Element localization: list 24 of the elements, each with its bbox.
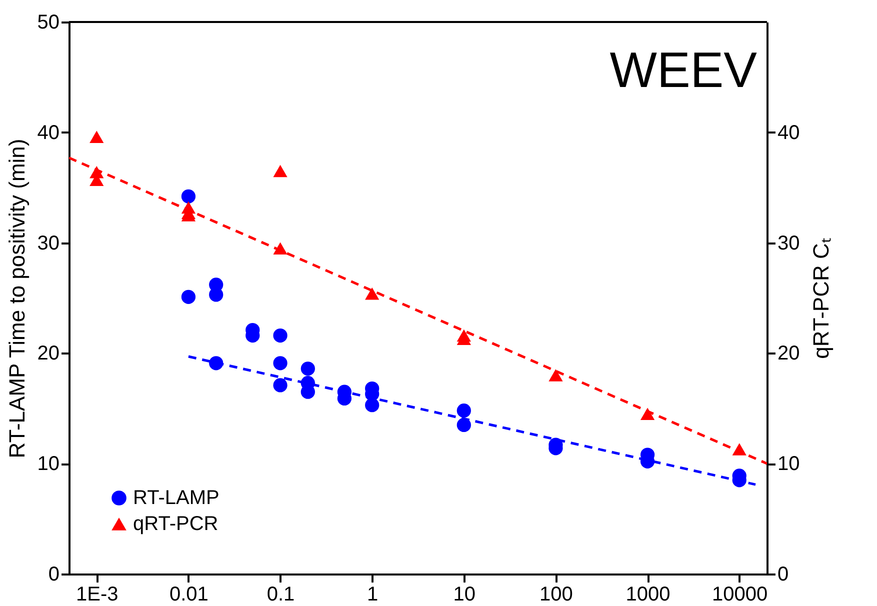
y-tick-label: 20 xyxy=(37,342,60,365)
x-tick-label: 0.1 xyxy=(266,584,295,606)
x-tick-label: 100 xyxy=(540,584,573,606)
x-tick-label: 1E-3 xyxy=(76,584,118,606)
y2-tick-label: 30 xyxy=(778,232,800,254)
y2-tick-label: 0 xyxy=(778,564,789,586)
legend-label: qRT-PCR xyxy=(133,513,218,535)
x-tick-label: 1000 xyxy=(626,584,670,606)
legend-label: RT-LAMP xyxy=(133,487,220,509)
x-tick-label: 0.01 xyxy=(169,584,208,606)
y-tick-label: 0 xyxy=(48,564,60,586)
annotation: WEEV xyxy=(610,42,758,98)
y-tick-label: 10 xyxy=(37,453,60,476)
y2-axis-title: qRT-PCR Cₜ xyxy=(808,238,834,359)
x-tick-label: 10 xyxy=(453,584,476,606)
y2-tick-label: 20 xyxy=(778,342,800,365)
y2-tick-label: 10 xyxy=(778,453,800,476)
y2-tick-label: 40 xyxy=(778,122,800,144)
y-tick-label: 50 xyxy=(37,12,60,34)
y-axis-title: RT-LAMP Time to positivity (min) xyxy=(4,138,30,458)
x-tick-label: 10000 xyxy=(712,584,768,606)
x-tick-label: 1 xyxy=(367,584,378,606)
y-tick-label: 30 xyxy=(37,232,60,254)
y-tick-label: 40 xyxy=(37,122,60,144)
